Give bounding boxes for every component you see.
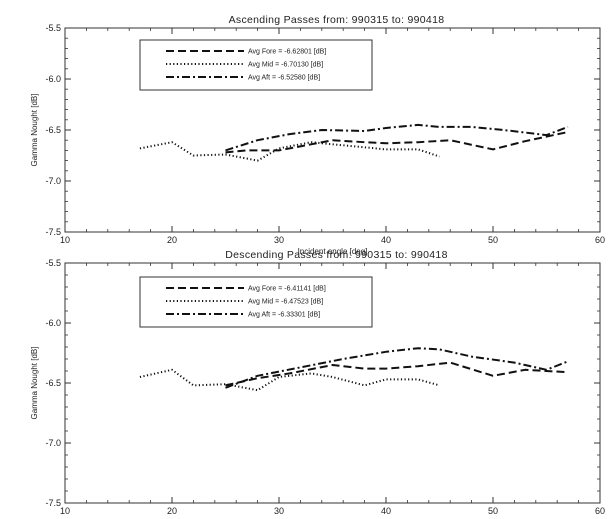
legend: Avg Fore = -6.41141 [dB] Avg Mid = -6.475… [139, 276, 373, 328]
x-tick-label: 30 [274, 506, 284, 516]
series-line-avg-mid [139, 141, 440, 162]
legend-entry: Avg Aft = -6.33301 [dB] [248, 312, 320, 319]
y-tick-label: -6.0 [45, 318, 61, 328]
x-tick-label: 30 [274, 235, 284, 245]
x-tick-label: 40 [381, 235, 391, 245]
x-tick-label: 10 [60, 506, 70, 516]
y-tick-label: -7.0 [45, 176, 61, 186]
legend-entry: Avg Aft = -6.52580 [dB] [248, 75, 320, 82]
x-tick-label: 20 [167, 235, 177, 245]
series-line-avg-fore [225, 131, 569, 154]
x-tick-label: 10 [60, 235, 70, 245]
y-axis-label: Gamma Nought [dB] [30, 347, 39, 420]
x-axis-label: Incident angle [deg] [298, 247, 368, 256]
y-tick-label: -7.5 [45, 227, 61, 237]
y-tick-label: -6.0 [45, 74, 61, 84]
x-tick-label: 40 [381, 506, 391, 516]
y-tick-label: -5.5 [45, 23, 61, 33]
series-line-avg-fore [225, 361, 568, 387]
x-tick-label: 60 [595, 235, 605, 245]
legend-entry: Avg Mid = -6.47523 [dB] [248, 299, 323, 306]
x-tick-label: 50 [488, 235, 498, 245]
y-tick-label: -6.5 [45, 125, 61, 135]
chart-panel-1: Ascending Passes from: 990315 to: 990418… [30, 14, 605, 256]
chart-title: Descending Passes from: 990315 to: 99041… [225, 249, 447, 261]
legend-box [139, 39, 373, 91]
x-tick-label: 60 [595, 506, 605, 516]
legend-box [139, 276, 373, 328]
series-line-avg-mid [139, 368, 440, 392]
chart-title: Ascending Passes from: 990315 to: 990418 [229, 14, 445, 26]
chart-panel-2: Descending Passes from: 990315 to: 99041… [30, 249, 605, 519]
y-tick-label: -7.5 [45, 498, 61, 508]
legend-entry: Avg Fore = -6.62801 [dB] [248, 49, 326, 56]
y-tick-label: -5.5 [45, 258, 61, 268]
legend-entry: Avg Fore = -6.41141 [dB] [248, 286, 326, 293]
legend: Avg Fore = -6.62801 [dB] Avg Mid = -6.701… [139, 39, 373, 91]
series-line-avg-aft [225, 123, 569, 152]
y-tick-label: -7.0 [45, 438, 61, 448]
y-axis-label: Gamma Nought [dB] [30, 94, 39, 167]
legend-entry: Avg Mid = -6.70130 [dB] [248, 62, 323, 69]
series-line-avg-aft [225, 347, 569, 389]
x-tick-label: 20 [167, 506, 177, 516]
y-tick-label: -6.5 [45, 378, 61, 388]
x-tick-label: 50 [488, 506, 498, 516]
